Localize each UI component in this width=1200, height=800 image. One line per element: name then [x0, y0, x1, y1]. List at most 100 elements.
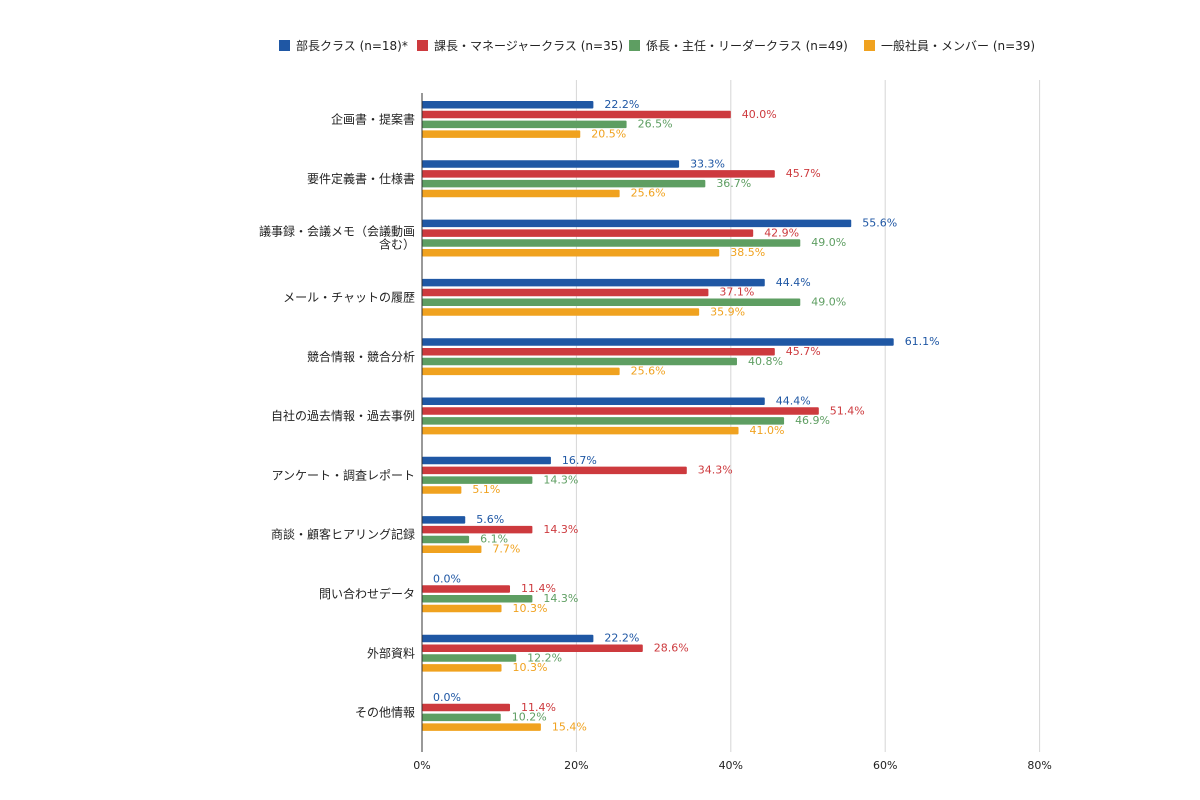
bar [422, 703, 511, 712]
bar [422, 367, 620, 376]
data-label: 26.5% [638, 118, 673, 131]
category-label: 企画書・提案書 [331, 112, 415, 127]
bar [422, 160, 680, 168]
bar [422, 357, 737, 366]
data-label: 14.3% [543, 523, 578, 536]
data-label: 14.3% [543, 592, 578, 605]
bar [422, 604, 502, 613]
x-tick-label: 80% [1027, 759, 1051, 772]
bar [422, 101, 594, 109]
data-label: 61.1% [905, 335, 940, 348]
data-label: 7.7% [492, 543, 520, 556]
bar [422, 338, 894, 346]
data-label: 44.4% [776, 276, 811, 289]
bar [422, 426, 739, 435]
data-label: 10.2% [512, 711, 547, 724]
bar [422, 595, 533, 603]
data-label: 25.6% [631, 365, 666, 378]
bar [422, 664, 502, 672]
data-label: 44.4% [776, 395, 811, 408]
data-label: 0.0% [433, 691, 461, 704]
category-label: 議事録・会議メモ（会議動画 [259, 224, 415, 239]
bar [422, 130, 581, 138]
bar [422, 308, 700, 316]
bar [422, 417, 785, 425]
data-label: 11.4% [521, 701, 556, 714]
bar [422, 644, 643, 652]
data-label: 22.2% [604, 98, 639, 111]
data-label: 11.4% [521, 582, 556, 595]
bar [422, 723, 541, 731]
data-label: 38.5% [730, 246, 765, 259]
data-label: 14.3% [543, 473, 578, 486]
bar [422, 486, 462, 494]
bar [422, 288, 709, 297]
data-label: 36.7% [716, 177, 751, 190]
data-label: 10.3% [513, 602, 548, 615]
bar [422, 713, 501, 722]
data-label: 25.6% [631, 187, 666, 200]
category-label: 競合情報・競合分析 [307, 349, 415, 364]
legend-label: 一般社員・メンバー (n=39) [881, 38, 1035, 53]
legend-swatch [417, 40, 428, 51]
category-label: アンケート・調査レポート [271, 468, 415, 482]
data-label: 34.3% [698, 464, 733, 477]
category-label: 問い合わせデータ [319, 586, 415, 601]
bar [422, 120, 627, 129]
bar [422, 397, 765, 405]
category-label: メール・チャットの履歴 [283, 291, 415, 305]
data-label: 40.8% [748, 355, 783, 368]
bar [422, 585, 511, 593]
data-label: 45.7% [786, 345, 821, 358]
data-label: 41.0% [750, 424, 785, 437]
bar [422, 278, 765, 287]
data-label: 35.9% [710, 305, 745, 318]
legend-swatch [864, 40, 875, 51]
category-label: 商談・顧客ヒアリング記録 [271, 527, 415, 542]
data-label: 20.5% [591, 127, 626, 140]
data-label: 42.9% [764, 226, 799, 239]
data-label: 12.2% [527, 651, 562, 664]
data-label: 45.7% [786, 167, 821, 180]
bar [422, 110, 731, 119]
x-tick-label: 40% [719, 759, 743, 772]
data-label: 37.1% [719, 286, 754, 299]
x-tick-label: 0% [413, 759, 430, 772]
category-label: 外部資料 [367, 645, 415, 660]
legend-swatch [629, 40, 640, 51]
data-label: 0.0% [433, 572, 461, 585]
bar [422, 239, 801, 247]
bar [422, 634, 594, 643]
category-label: 要件定義書・仕様書 [307, 171, 415, 186]
legend-label: 課長・マネージャークラス (n=35) [434, 38, 623, 53]
bar [422, 525, 533, 534]
legend-label: 係長・主任・リーダークラス (n=49) [646, 38, 848, 53]
bar [422, 179, 706, 188]
data-label: 46.9% [795, 414, 830, 427]
bar [422, 298, 801, 306]
category-label: 自社の過去情報・過去事例 [271, 408, 415, 423]
legend-swatch [279, 40, 290, 51]
bar [422, 456, 551, 465]
data-label: 22.2% [604, 632, 639, 645]
x-tick-label: 20% [564, 759, 588, 772]
data-label: 28.6% [654, 642, 689, 655]
x-tick-label: 60% [873, 759, 897, 772]
category-label: 含む） [379, 237, 415, 252]
bar [422, 516, 466, 524]
bar [422, 535, 470, 544]
bar [422, 219, 852, 228]
bar [422, 466, 687, 475]
data-label: 5.1% [472, 483, 500, 496]
data-label: 40.0% [742, 108, 777, 121]
bar [422, 654, 517, 662]
data-label: 49.0% [811, 236, 846, 249]
data-label: 5.6% [476, 513, 504, 526]
bar [422, 348, 775, 356]
bar [422, 476, 533, 484]
bar [422, 189, 620, 198]
bar [422, 249, 720, 257]
data-label: 6.1% [480, 533, 508, 546]
bar [422, 407, 819, 415]
